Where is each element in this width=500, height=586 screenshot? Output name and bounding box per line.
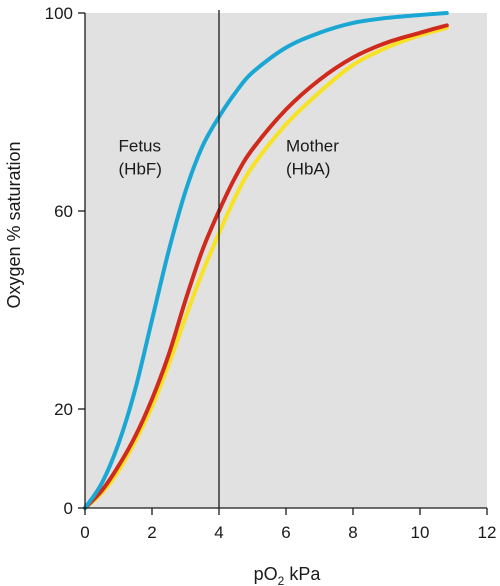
annotation-layer: Fetus (HbF) Mother (HbA) <box>119 137 340 179</box>
x-axis-title-unit: kPa <box>284 564 321 584</box>
x-axis-title-main: pO <box>254 564 278 584</box>
y-tick-label: 60 <box>54 202 73 221</box>
y-axis-title: Oxygen % saturation <box>4 141 24 308</box>
y-tick-label: 0 <box>64 499 73 518</box>
annotation-mother-label: Mother <box>286 137 339 156</box>
plot-background <box>85 13 487 508</box>
annotation-mother-hb-type: (HbA) <box>286 160 330 179</box>
annotation-fetus-hb-type: (HbF) <box>119 160 162 179</box>
x-tick-label: 12 <box>478 523 497 542</box>
x-tick-label: 4 <box>214 523 223 542</box>
x-tick-label: 2 <box>147 523 156 542</box>
x-tick-label: 8 <box>348 523 357 542</box>
x-axis-title-subscript: 2 <box>278 574 285 586</box>
x-tick-label: 6 <box>281 523 290 542</box>
x-axis-title: pO2 kPa <box>254 564 322 586</box>
x-tick-label: 0 <box>80 523 89 542</box>
x-tick-label: 10 <box>411 523 430 542</box>
y-tick-label: 100 <box>45 4 73 23</box>
tick-layer: 0 2 4 6 8 10 12 0 20 60 100 <box>45 4 497 542</box>
y-tick-label: 20 <box>54 400 73 419</box>
annotation-fetus-label: Fetus <box>119 137 162 156</box>
